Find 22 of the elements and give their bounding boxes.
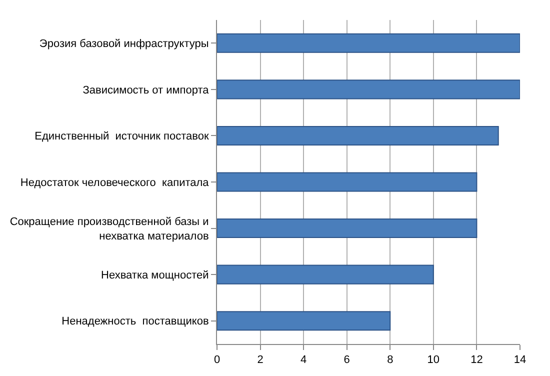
x-tick-label: 14	[514, 354, 526, 366]
y-tick-label: Единственный источник поставок	[34, 130, 209, 143]
y-tick-label: Сокращение производственной базы и нехватка материалов	[10, 216, 209, 242]
x-tick-label: 10	[427, 354, 440, 366]
y-tick-label: Эрозия базовой инфраструктуры	[39, 38, 209, 50]
x-tick-label: 8	[387, 354, 394, 366]
bar	[217, 80, 520, 100]
bar	[217, 218, 478, 238]
bar	[217, 172, 478, 192]
bar	[217, 33, 520, 53]
bar	[217, 126, 499, 146]
bar	[217, 264, 434, 284]
bar	[217, 311, 391, 331]
y-tick-label: Зависимость от импорта	[82, 84, 210, 96]
y-tick-label: Недостаток человеческого капитала	[20, 176, 210, 189]
x-tick-label: 6	[344, 354, 350, 366]
y-tick-label: Ненадежность поставщиков	[62, 316, 209, 328]
x-tick-label: 2	[257, 354, 264, 366]
y-tick-label: Нехватка мощностей	[101, 269, 209, 282]
x-tick-label: 4	[300, 354, 307, 366]
x-tick-label: 12	[470, 354, 483, 366]
x-tick-label: 0	[214, 354, 220, 366]
